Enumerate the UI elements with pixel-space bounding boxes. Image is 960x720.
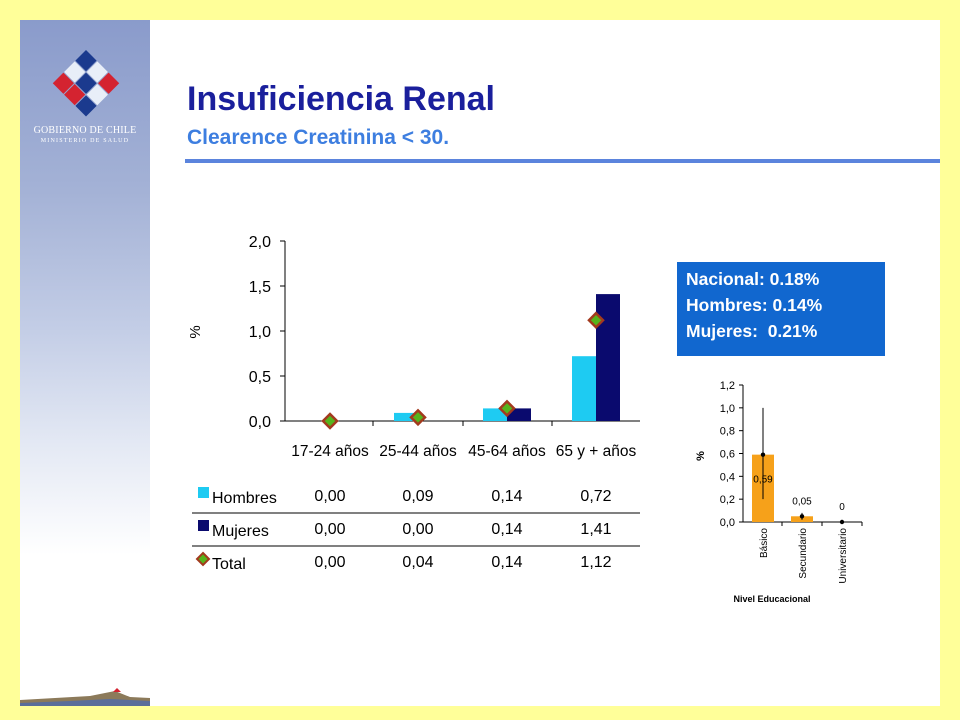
main-chart-ylabel: % xyxy=(187,325,204,338)
edu-point xyxy=(839,519,845,525)
bar-hombres xyxy=(394,412,418,421)
age-bar-chart: % 2,0 1,5 1,0 0,5 0,0 17-24 años 25-44 años 45… xyxy=(187,234,640,573)
legend-swatch-mujeres xyxy=(198,520,209,531)
edu-point xyxy=(799,514,805,519)
edu-data-label: 0,05 xyxy=(792,496,812,507)
table-cell: 0,00 xyxy=(314,554,345,571)
edu-ytick-label: 0,0 xyxy=(720,517,735,529)
education-bar-chart: % 1,2 1,0 0,8 0,6 0,4 0,2 0,0 0,59 Básico 0,05 Se… xyxy=(695,380,863,604)
edu-data-label: 0,59 xyxy=(753,475,773,486)
table-cell: 0,00 xyxy=(314,488,345,505)
summary-hombres: Hombres: 0.14% xyxy=(686,295,823,315)
table-cell: 1,41 xyxy=(580,521,611,538)
bar-hombres xyxy=(483,408,507,421)
table-cell: 0,72 xyxy=(580,488,611,505)
main-ytick-label: 1,5 xyxy=(249,279,271,296)
edu-chart-xlabel: Nivel Educacional xyxy=(733,594,810,604)
edu-xtick-label: Universitario xyxy=(838,528,849,584)
legend-swatch-total xyxy=(195,551,211,567)
government-name: GOBIERNO DE CHILE xyxy=(33,125,137,136)
legend-label-hombres: Hombres xyxy=(212,490,277,507)
main-xtick-label: 45-64 años xyxy=(468,443,546,460)
legend-label-total: Total xyxy=(212,556,246,573)
table-cell: 0,09 xyxy=(402,488,433,505)
edu-ytick-label: 0,8 xyxy=(720,426,735,438)
summary-nacional: Nacional: 0.18% xyxy=(686,269,820,289)
table-cell: 0,00 xyxy=(402,521,433,538)
legend-label-mujeres: Mujeres xyxy=(212,523,269,540)
page-subtitle: Clearence Creatinina < 30. xyxy=(187,126,450,149)
table-cell: 1,12 xyxy=(580,554,611,571)
landscape-icon xyxy=(20,688,150,706)
edu-ytick-label: 1,0 xyxy=(720,403,735,415)
edu-point xyxy=(760,452,766,457)
table-cell: 0,00 xyxy=(314,521,345,538)
page-title: Insuficiencia Renal xyxy=(187,80,495,118)
bar-mujeres xyxy=(596,294,620,421)
main-ytick-label: 0,0 xyxy=(249,414,271,431)
main-ytick-label: 0,5 xyxy=(249,369,271,386)
table-cell: 0,14 xyxy=(491,521,522,538)
edu-ytick-label: 0,4 xyxy=(720,471,735,483)
slide: GOBIERNO DE CHILE MINISTERIO DE SALUD In… xyxy=(20,20,940,706)
edu-ytick-label: 0,2 xyxy=(720,494,735,506)
table-cell: 0,14 xyxy=(491,554,522,571)
edu-chart-ylabel: % xyxy=(695,451,707,461)
main-xtick-label: 25-44 años xyxy=(379,443,457,460)
summary-mujeres: Mujeres: 0.21% xyxy=(686,321,818,341)
marker-total xyxy=(498,399,516,418)
bar-mujeres xyxy=(507,408,531,421)
government-logo-icon xyxy=(52,50,120,117)
bar-hombres xyxy=(572,356,596,421)
sidebar: GOBIERNO DE CHILE MINISTERIO DE SALUD xyxy=(20,20,150,706)
edu-ytick-label: 0,6 xyxy=(720,449,735,461)
edu-ytick-label: 1,2 xyxy=(720,380,735,392)
legend-swatch-hombres xyxy=(198,487,209,498)
edu-data-label: 0 xyxy=(839,502,845,513)
main-xtick-label: 17-24 años xyxy=(291,443,369,460)
marker-total xyxy=(409,408,427,427)
table-cell: 0,04 xyxy=(402,554,433,571)
marker-total xyxy=(587,311,605,329)
edu-xtick-label: Básico xyxy=(759,528,770,558)
edu-xtick-label: Secundario xyxy=(798,528,809,579)
ministry-name: MINISTERIO DE SALUD xyxy=(40,138,130,144)
main-xtick-label: 65 y + años xyxy=(556,443,637,460)
main-ytick-label: 2,0 xyxy=(249,234,271,251)
marker-total xyxy=(321,412,339,430)
main-ytick-label: 1,0 xyxy=(249,324,271,341)
title-divider xyxy=(185,159,940,163)
summary-box: Nacional: 0.18% Hombres: 0.14% Mujeres: … xyxy=(677,262,885,356)
table-cell: 0,14 xyxy=(491,488,522,505)
